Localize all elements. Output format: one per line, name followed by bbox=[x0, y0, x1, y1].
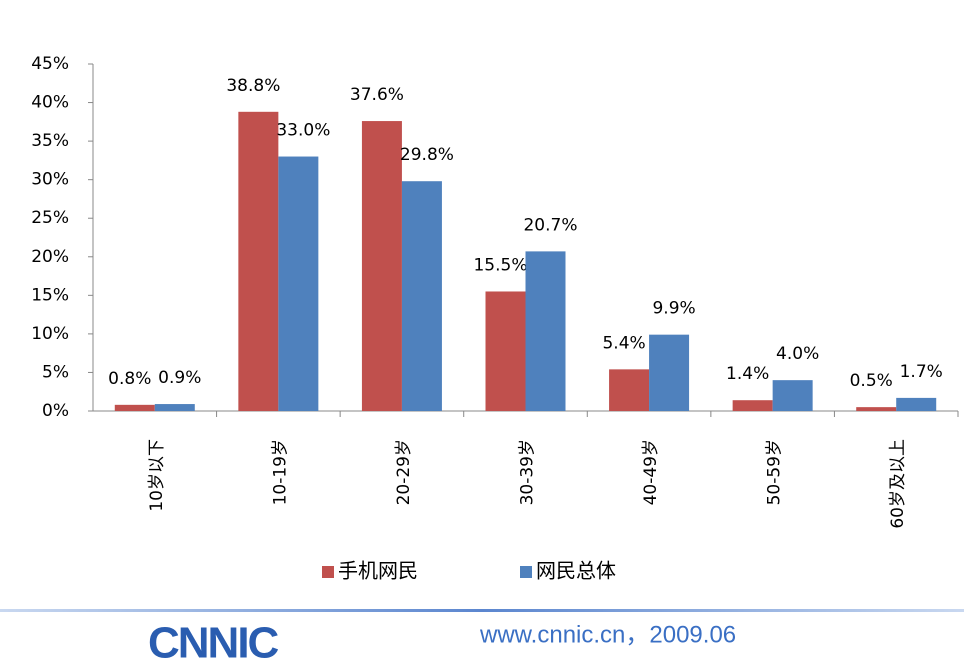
value-label: 20.7% bbox=[523, 215, 577, 235]
value-label: 0.9% bbox=[158, 368, 201, 388]
bar bbox=[525, 251, 566, 411]
y-tick-label: 15% bbox=[31, 285, 69, 305]
value-label: 15.5% bbox=[473, 255, 527, 275]
bar bbox=[361, 121, 402, 411]
x-tick-label: 40-49岁 bbox=[641, 439, 661, 505]
bar bbox=[114, 404, 155, 411]
y-tick-label: 10% bbox=[31, 324, 69, 344]
legend-label: 手机网民 bbox=[338, 559, 418, 583]
footer-logo: CNNIC bbox=[148, 619, 279, 668]
x-tick-label: 50-59岁 bbox=[765, 439, 785, 505]
value-label: 33.0% bbox=[276, 121, 330, 141]
bar bbox=[856, 407, 897, 411]
value-label: 38.8% bbox=[226, 76, 280, 96]
value-label: 9.9% bbox=[652, 299, 695, 319]
y-tick-label: 40% bbox=[31, 93, 69, 113]
bar bbox=[609, 369, 650, 411]
bar bbox=[772, 380, 813, 411]
x-tick-label: 60岁及以上 bbox=[888, 439, 908, 529]
y-tick-label: 5% bbox=[42, 362, 69, 382]
value-label: 5.4% bbox=[602, 333, 645, 353]
footer-rule bbox=[0, 609, 964, 612]
bar bbox=[896, 397, 937, 411]
bar bbox=[154, 404, 195, 411]
value-label: 0.8% bbox=[108, 369, 151, 389]
value-label: 37.6% bbox=[350, 85, 404, 105]
bar bbox=[238, 111, 279, 411]
y-tick-label: 20% bbox=[31, 247, 69, 267]
x-tick-label: 10-19岁 bbox=[270, 439, 290, 505]
x-tick-label: 10岁以下 bbox=[147, 439, 167, 512]
legend-label: 网民总体 bbox=[536, 559, 616, 583]
y-tick-label: 0% bbox=[42, 401, 69, 421]
bar bbox=[401, 181, 442, 411]
y-tick-label: 25% bbox=[31, 208, 69, 228]
bar bbox=[732, 400, 773, 411]
y-tick-label: 35% bbox=[31, 131, 69, 151]
legend-swatch bbox=[322, 566, 334, 578]
value-label: 29.8% bbox=[400, 145, 454, 165]
bar bbox=[649, 334, 690, 411]
value-label: 1.7% bbox=[900, 362, 943, 382]
bar bbox=[278, 156, 319, 411]
x-tick-label: 30-39岁 bbox=[518, 439, 538, 505]
value-label: 4.0% bbox=[776, 344, 819, 364]
y-tick-label: 30% bbox=[31, 170, 69, 190]
x-tick-label: 20-29岁 bbox=[394, 439, 414, 505]
bar bbox=[485, 291, 526, 411]
value-label: 0.5% bbox=[850, 371, 893, 391]
value-label: 1.4% bbox=[726, 364, 769, 384]
legend-swatch bbox=[520, 566, 532, 578]
y-tick-label: 45% bbox=[31, 54, 69, 74]
footer-source: www.cnnic.cn，2009.06 bbox=[479, 621, 736, 648]
